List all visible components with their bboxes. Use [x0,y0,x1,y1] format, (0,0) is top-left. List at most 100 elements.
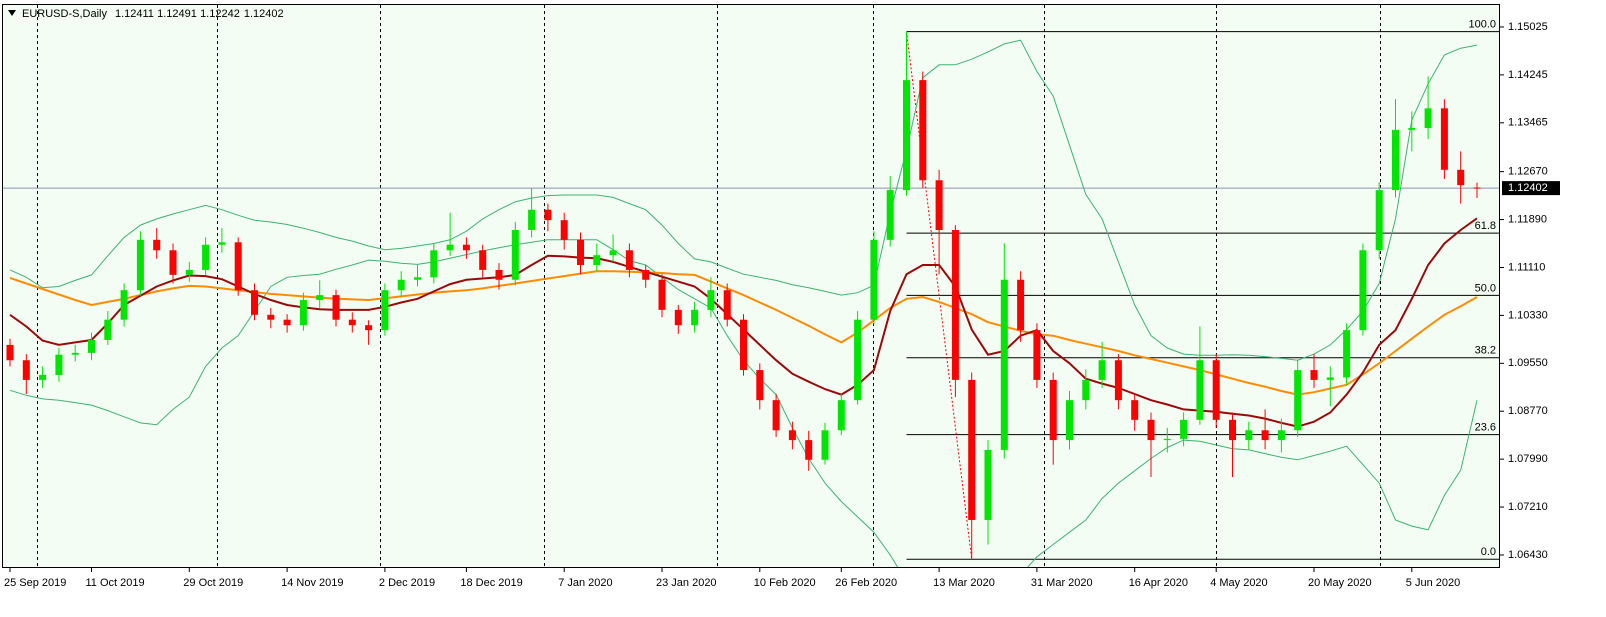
fib-label: 23.6 [1475,421,1496,433]
fib-label: 0.0 [1481,546,1496,558]
candle-body [1457,169,1465,186]
candle-body [1310,370,1318,380]
candle-body [446,244,454,251]
candle-body [1212,360,1220,420]
candle-body [870,239,878,320]
close-value: 1.12402 [244,8,284,20]
x-tick-label: 14 Nov 2019 [281,577,343,589]
y-tick-label: 1.15025 [1508,21,1548,33]
candle-body [1049,379,1057,441]
candle-body [1196,360,1204,420]
candle-body [805,440,813,460]
candle-body [723,290,731,320]
candle-body [234,242,242,291]
fib-label: 50.0 [1475,282,1496,294]
candle-body [1017,279,1025,331]
high-value: 1.12491 [157,8,197,20]
candle-body [169,250,177,275]
candle-body [397,279,405,291]
candle-body [495,269,503,280]
candle-body [837,400,845,431]
candle-body [674,309,682,326]
candle-body [39,374,47,380]
candle-body [1147,419,1155,441]
candle-body [625,250,633,270]
candle-body [22,360,30,380]
menu-triangle[interactable] [8,10,16,16]
x-tick-label: 13 Mar 2020 [933,577,995,589]
candle-body [544,209,552,221]
x-tick-label: 2 Dec 2019 [379,577,435,589]
candle-body [88,339,95,353]
candle-body [919,80,927,181]
candle-body [218,242,226,245]
symbol: EURUSD-S,Daily [22,8,107,20]
candle-body [707,290,715,310]
x-tick-label: 10 Feb 2020 [754,577,816,589]
candle-body [348,319,356,326]
candle-body [462,244,470,251]
candle-body [528,209,536,231]
candle-body [1066,400,1073,441]
y-tick-label: 1.10330 [1508,309,1548,321]
y-tick-label: 1.13465 [1508,117,1548,129]
candle-body [903,80,910,191]
x-tick-label: 23 Jan 2020 [656,577,717,589]
low-value: 1.12242 [200,8,240,20]
candle-body [1359,250,1367,331]
x-tick-label: 29 Oct 2019 [183,577,243,589]
candle-body [1098,360,1106,380]
candle-body [283,319,291,326]
candle-body [593,255,601,266]
y-tick-label: 1.12670 [1508,166,1548,178]
fib-label: 38.2 [1475,345,1496,357]
candle-body [740,319,747,371]
candle-body [381,290,389,331]
fib-label: 100.0 [1468,18,1496,30]
candle-body [1277,430,1285,441]
candle-body [6,344,14,361]
y-tick-label: 1.11890 [1508,213,1547,225]
x-tick-label: 31 Mar 2020 [1031,577,1093,589]
candle-body [1326,377,1334,380]
candle-body [788,430,796,441]
candles [6,31,1481,560]
candle-body [1408,128,1416,130]
candle-body [1261,430,1269,441]
candle-body [1294,370,1302,431]
candle-body [821,430,829,460]
candle-body [332,295,340,320]
x-tick-label: 16 Apr 2020 [1129,577,1188,589]
x-tick-label: 11 Oct 2019 [86,577,145,589]
axes: 1.15025 1.14245 1.13465 1.12670 1.11890 1.111… [4,18,1560,589]
candle-body [414,277,421,280]
candle-body [1375,190,1383,251]
candle-body [479,250,487,270]
open-value: 1.12411 [115,8,154,20]
current-price-box [1502,181,1560,196]
plot-frame [2,4,1500,568]
y-tick-label: 1.07210 [1508,501,1548,513]
candle-body [854,319,862,401]
candle-body [104,319,112,340]
x-tick-label: 5 Jun 2020 [1406,577,1460,589]
candle-body [185,269,193,275]
y-tick-label: 1.06430 [1508,549,1548,561]
candle-body [153,239,161,251]
candle-body [316,295,324,301]
candle-body [1000,279,1008,450]
candle-body [430,250,438,278]
candle-body [577,239,584,266]
candle-body [251,290,258,315]
candle-body [1245,430,1253,441]
period-separators [37,5,1381,567]
candle-body [1163,438,1171,441]
x-tick-label: 20 May 2020 [1308,577,1372,589]
candle-body [968,379,976,520]
candle-body [951,230,959,380]
candle-body [609,250,617,256]
candle-body [202,244,210,270]
x-tick-label: 18 Dec 2019 [460,577,522,589]
current-price-label: 1.12402 [1508,182,1548,194]
